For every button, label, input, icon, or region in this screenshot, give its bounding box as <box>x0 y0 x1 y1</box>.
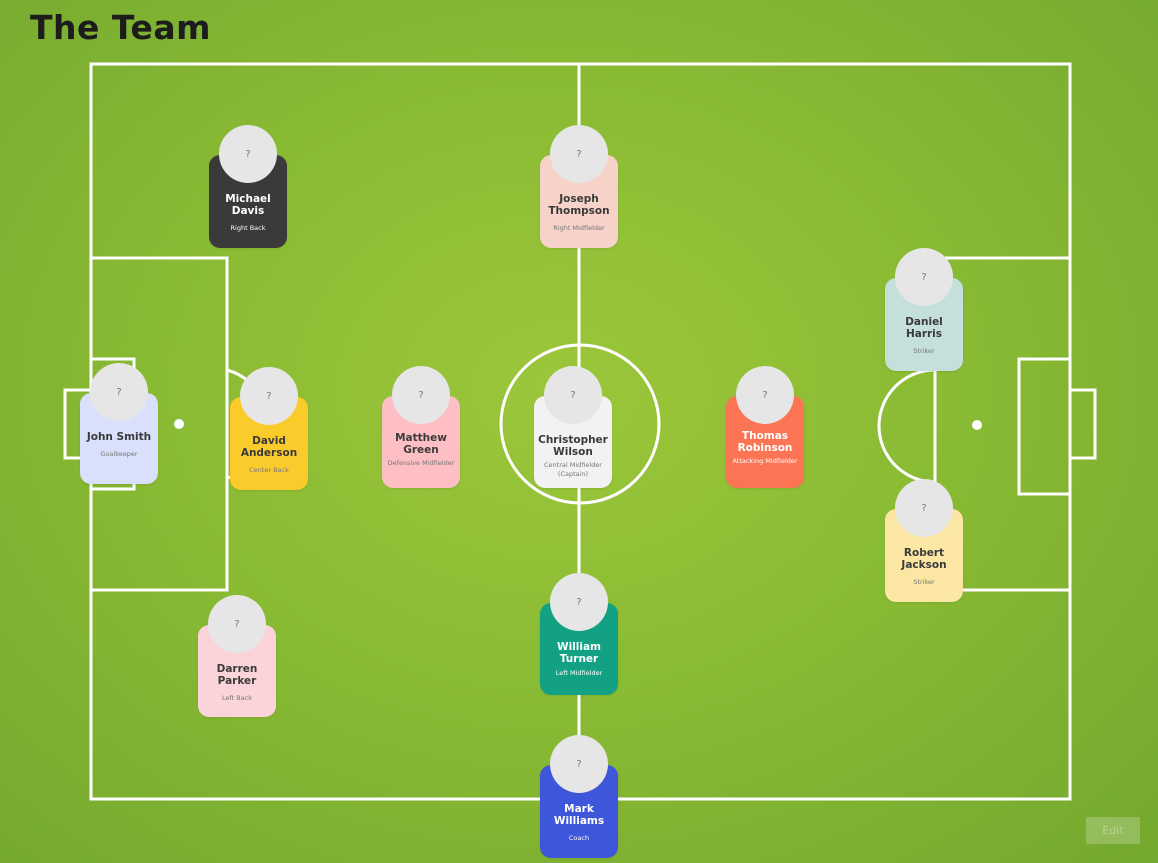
player-card-michael-davis[interactable]: ? Michael Davis Right Back <box>209 125 287 248</box>
player-card-matthew-green[interactable]: ? Matthew Green Defensive Midfielder <box>382 366 460 488</box>
player-card-thomas-robinson[interactable]: ? Thomas Robinson Attacking Midfielder <box>726 366 804 488</box>
avatar-placeholder: ? <box>895 248 953 306</box>
right-penalty-spot <box>972 420 982 430</box>
avatar-placeholder: ? <box>895 479 953 537</box>
player-role: Attacking Midfielder <box>732 457 798 465</box>
player-name: Mark Williams <box>553 803 605 827</box>
player-name: David Anderson <box>240 435 298 459</box>
player-role: Striker <box>913 578 935 586</box>
player-card-christopher-wilson[interactable]: ? Christopher Wilson Central Midfielder … <box>534 366 612 488</box>
player-name: Michael Davis <box>225 193 271 217</box>
avatar-placeholder: ? <box>736 366 794 424</box>
left-penalty-spot <box>174 419 184 429</box>
player-role: Defensive Midfielder <box>387 459 455 467</box>
player-name: Joseph Thompson <box>548 193 610 217</box>
player-role: Coach <box>568 834 590 842</box>
page-title: The Team <box>30 8 212 47</box>
player-name: William Turner <box>556 641 601 665</box>
avatar-placeholder: ? <box>550 573 608 631</box>
player-name: John Smith <box>86 431 152 443</box>
player-role: Right Back <box>230 224 266 232</box>
right-penalty-arc <box>877 368 936 484</box>
player-card-darren-parker[interactable]: ? Darren Parker Left Back <box>198 595 276 717</box>
player-card-mark-williams[interactable]: ? Mark Williams Coach <box>540 735 618 858</box>
right-goal-area <box>1017 357 1072 496</box>
player-card-daniel-harris[interactable]: ? Daniel Harris Striker <box>885 248 963 371</box>
avatar-placeholder: ? <box>240 367 298 425</box>
player-name: Robert Jackson <box>901 547 947 571</box>
player-name: Christopher Wilson <box>538 434 608 458</box>
player-role: Goalkeeper <box>100 450 138 458</box>
player-name: Matthew Green <box>395 432 447 456</box>
player-role: Left Midfielder <box>555 669 603 677</box>
player-role: Center Back <box>249 466 289 474</box>
avatar-placeholder: ? <box>544 366 602 424</box>
avatar-placeholder: ? <box>392 366 450 424</box>
player-role: Striker <box>913 347 935 355</box>
player-role: Right Midfielder <box>553 224 605 232</box>
center-circle <box>499 343 661 505</box>
avatar-placeholder: ? <box>219 125 277 183</box>
player-card-john-smith[interactable]: ? John Smith Goalkeeper <box>80 363 158 484</box>
player-card-william-turner[interactable]: ? William Turner Left Midfielder <box>540 573 618 695</box>
player-name: Daniel Harris <box>905 316 943 340</box>
avatar-placeholder: ? <box>550 125 608 183</box>
player-name: Darren Parker <box>216 663 258 687</box>
avatar-placeholder: ? <box>90 363 148 421</box>
player-role: Central Midfielder (Captain) <box>544 461 602 478</box>
avatar-placeholder: ? <box>208 595 266 653</box>
right-goal <box>1068 388 1097 460</box>
avatar-placeholder: ? <box>550 735 608 793</box>
player-card-joseph-thompson[interactable]: ? Joseph Thompson Right Midfielder <box>540 125 618 248</box>
edit-button[interactable]: Edit <box>1086 817 1140 844</box>
player-card-robert-jackson[interactable]: ? Robert Jackson Striker <box>885 479 963 602</box>
player-name: Thomas Robinson <box>737 430 793 454</box>
player-card-david-anderson[interactable]: ? David Anderson Center Back <box>230 367 308 490</box>
player-role: Left Back <box>221 694 253 702</box>
